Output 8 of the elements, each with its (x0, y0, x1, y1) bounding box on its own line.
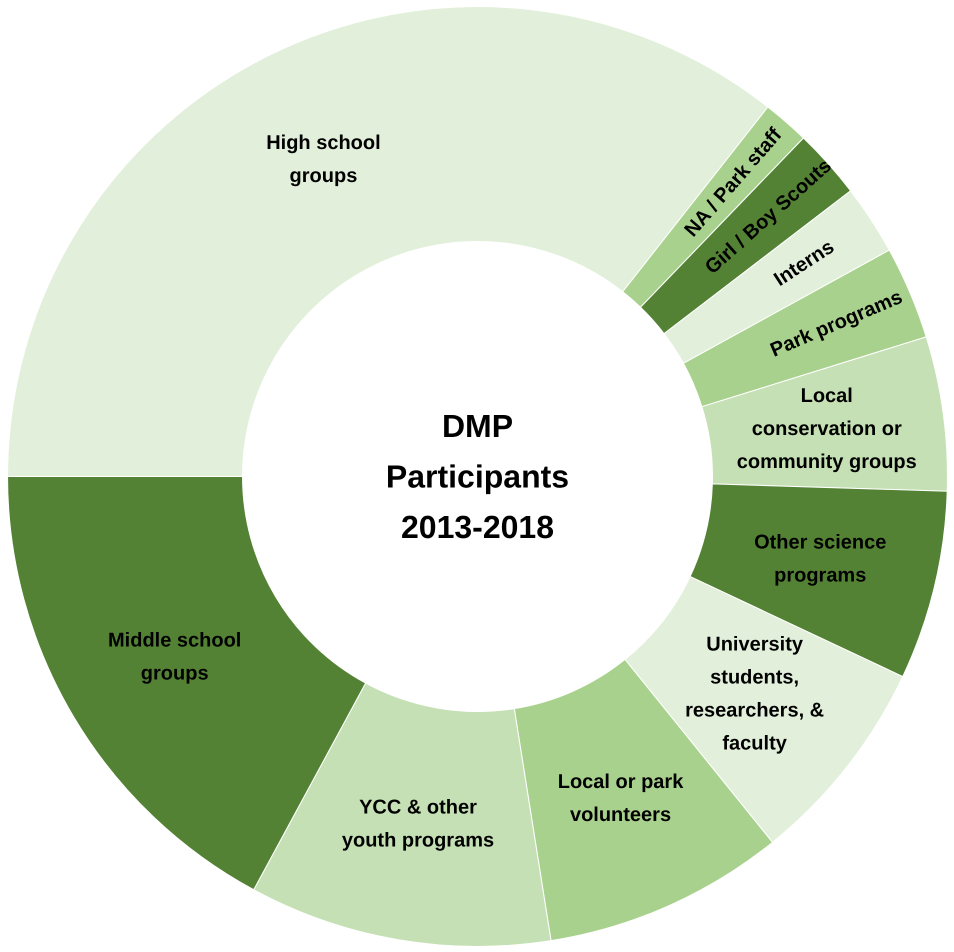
slice-label: High school groups (266, 132, 381, 188)
text: DMP Participants 2013-2018 (386, 408, 570, 545)
slice-label: Middle school groups (108, 629, 242, 684)
slice-label: Local or park volunteers (558, 771, 684, 826)
slice-label: University students, researchers, & faculty (685, 634, 824, 755)
slice-label: Other science programs (754, 531, 886, 586)
slice-label: YCC & other youth programs (342, 796, 494, 852)
slice-label: Local conservation or community groups (736, 385, 917, 474)
